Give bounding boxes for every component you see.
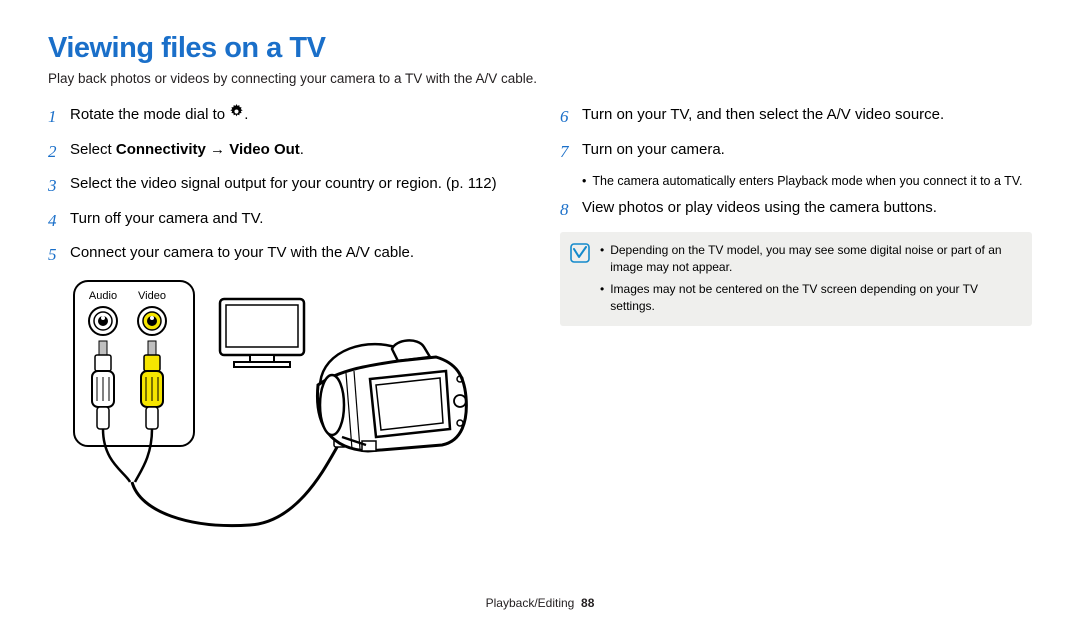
video-label: Video bbox=[138, 290, 166, 302]
step-number: 7 bbox=[560, 139, 582, 165]
columns: 1Rotate the mode dial to .2Select Connec… bbox=[48, 104, 1032, 547]
info-note: •Depending on the TV model, you may see … bbox=[600, 242, 1020, 277]
audio-label: Audio bbox=[89, 290, 117, 302]
page-subtitle: Play back photos or videos by connecting… bbox=[48, 71, 1032, 86]
step-item: 7Turn on your camera. bbox=[560, 139, 1032, 165]
step-number: 4 bbox=[48, 208, 70, 234]
diagram-svg: Audio Video bbox=[70, 277, 470, 542]
right-column: 6Turn on your TV, and then select the A/… bbox=[560, 104, 1032, 547]
step-text: Connect your camera to your TV with the … bbox=[70, 242, 520, 265]
footer-section: Playback/Editing bbox=[486, 596, 575, 610]
tv-monitor bbox=[220, 299, 304, 367]
step-text: View photos or play videos using the cam… bbox=[582, 197, 1032, 220]
info-box: •Depending on the TV model, you may see … bbox=[560, 232, 1032, 326]
camera bbox=[317, 340, 466, 451]
step-number: 8 bbox=[560, 197, 582, 223]
rca-panel bbox=[74, 281, 194, 446]
step-item: 5Connect your camera to your TV with the… bbox=[48, 242, 520, 268]
info-list: •Depending on the TV model, you may see … bbox=[600, 242, 1020, 316]
step-item: 4Turn off your camera and TV. bbox=[48, 208, 520, 234]
step-number: 1 bbox=[48, 104, 70, 130]
step-item: 8View photos or play videos using the ca… bbox=[560, 197, 1032, 223]
step-text: Select Connectivity → Video Out. bbox=[70, 139, 520, 162]
sub-step: •The camera automatically enters Playbac… bbox=[582, 173, 1032, 191]
video-plug bbox=[141, 341, 163, 429]
step-text: Turn off your camera and TV. bbox=[70, 208, 520, 231]
step-number: 3 bbox=[48, 173, 70, 199]
step-item: 2Select Connectivity → Video Out. bbox=[48, 139, 520, 165]
step-text: Turn on your TV, and then select the A/V… bbox=[582, 104, 1032, 127]
step-number: 2 bbox=[48, 139, 70, 165]
step-text: Select the video signal output for your … bbox=[70, 173, 520, 196]
left-column: 1Rotate the mode dial to .2Select Connec… bbox=[48, 104, 520, 547]
step-number: 5 bbox=[48, 242, 70, 268]
page-container: Viewing files on a TV Play back photos o… bbox=[0, 0, 1080, 630]
footer-page: 88 bbox=[581, 596, 594, 610]
step-number: 6 bbox=[560, 104, 582, 130]
info-note: •Images may not be centered on the TV sc… bbox=[600, 281, 1020, 316]
audio-plug bbox=[92, 341, 114, 429]
step-text: Turn on your camera. bbox=[582, 139, 1032, 162]
page-footer: Playback/Editing 88 bbox=[0, 596, 1080, 610]
step-item: 3Select the video signal output for your… bbox=[48, 173, 520, 199]
gear-icon bbox=[229, 104, 244, 127]
right-steps: 6Turn on your TV, and then select the A/… bbox=[560, 104, 1032, 222]
info-icon bbox=[570, 243, 590, 268]
connection-diagram: Audio Video bbox=[70, 277, 520, 547]
page-title: Viewing files on a TV bbox=[48, 32, 1032, 65]
left-steps: 1Rotate the mode dial to .2Select Connec… bbox=[48, 104, 520, 268]
step-item: 6Turn on your TV, and then select the A/… bbox=[560, 104, 1032, 130]
step-text: Rotate the mode dial to . bbox=[70, 104, 520, 127]
step-item: 1Rotate the mode dial to . bbox=[48, 104, 520, 130]
